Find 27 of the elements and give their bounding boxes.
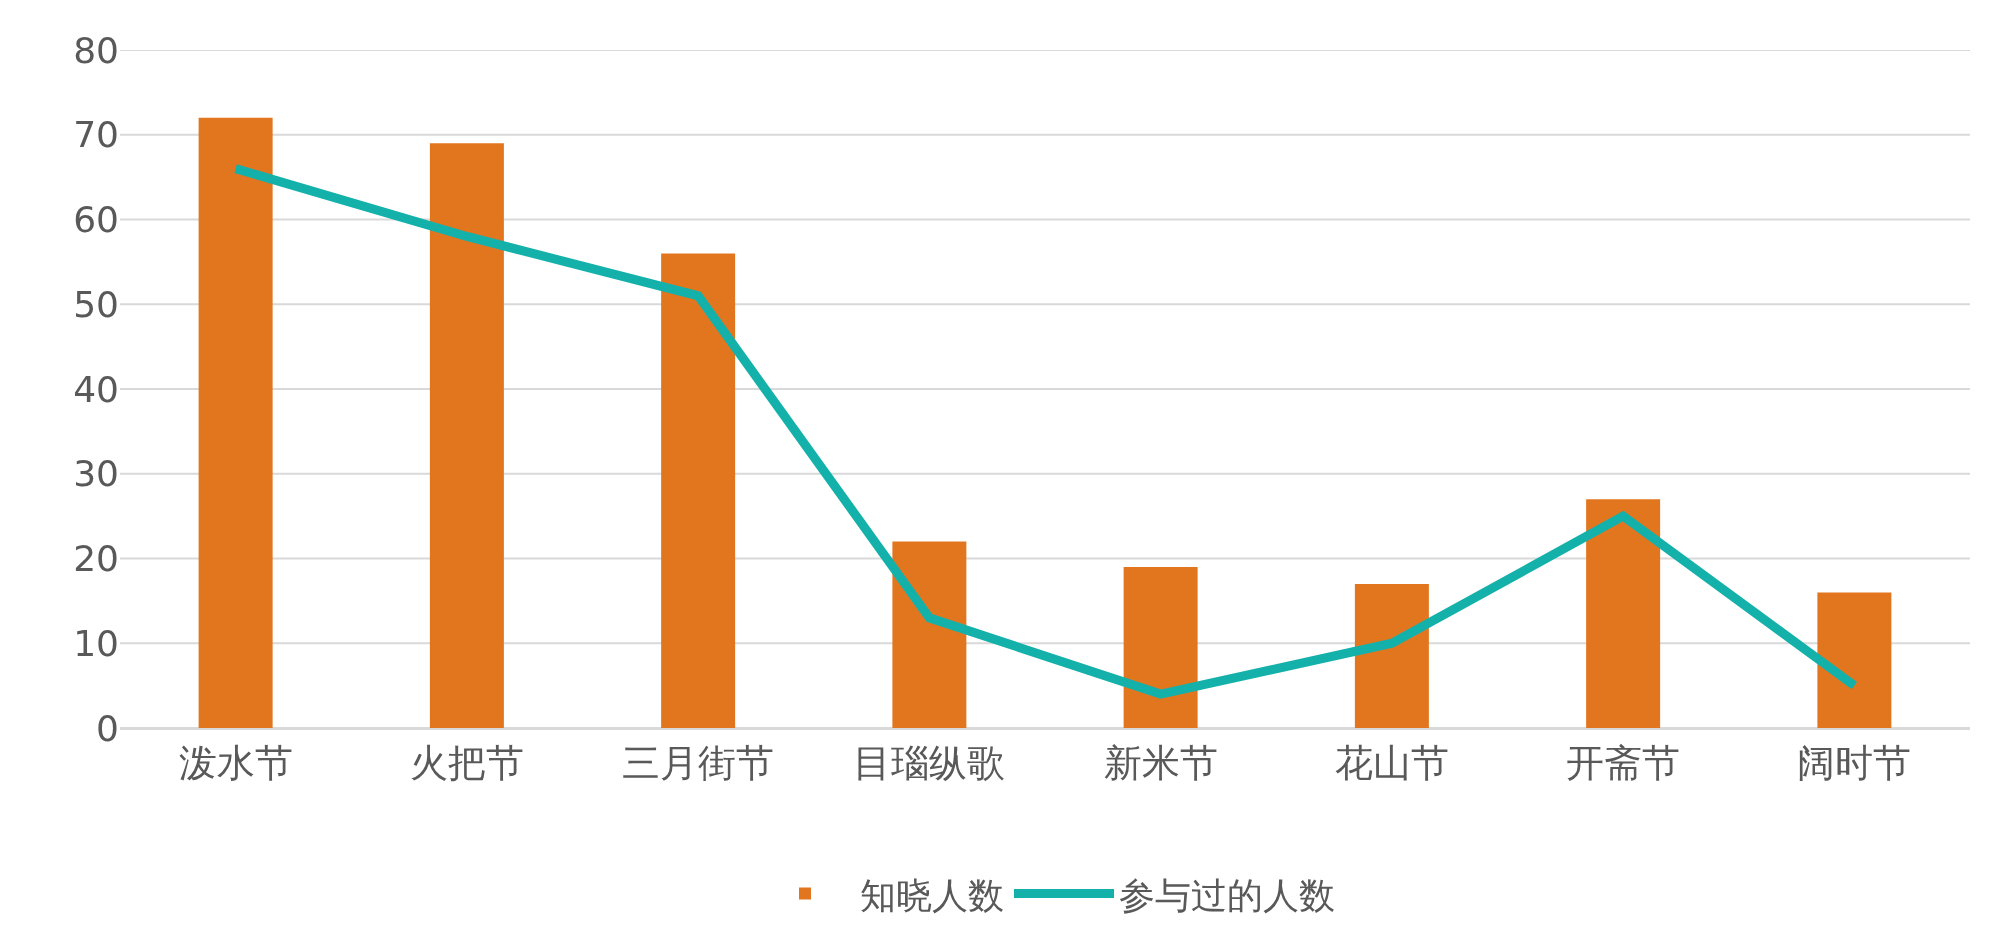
x-tick-label: 开斋节 xyxy=(1566,740,1681,785)
bar xyxy=(1817,592,1892,728)
x-tick-label: 阔时节 xyxy=(1797,740,1912,785)
x-tick-label: 新米节 xyxy=(1103,740,1218,785)
y-tick-label: 30 xyxy=(73,453,119,495)
y-tick-label: 20 xyxy=(73,538,119,580)
x-tick-label: 目瑙纵歌 xyxy=(853,740,1006,785)
bar xyxy=(1586,499,1661,728)
bar xyxy=(1354,583,1429,728)
y-tick-label: 70 xyxy=(73,114,119,156)
y-tick-label: 10 xyxy=(73,622,119,664)
x-tick-label: 泼水节 xyxy=(178,740,293,785)
bar xyxy=(661,253,736,728)
bar xyxy=(198,117,273,728)
bar xyxy=(892,541,967,728)
bar xyxy=(1123,566,1198,728)
legend-label: 知晓人数 xyxy=(860,874,1004,916)
y-tick-label: 0 xyxy=(96,707,119,749)
x-tick-label: 火把节 xyxy=(409,740,524,785)
y-tick-label: 50 xyxy=(73,283,119,325)
y-tick-label: 40 xyxy=(73,368,119,410)
bar xyxy=(429,143,504,728)
legend-label: 参与过的人数 xyxy=(1119,874,1335,916)
x-tick-label: 花山节 xyxy=(1334,740,1449,785)
y-tick-label: 60 xyxy=(73,199,119,241)
y-tick-label: 80 xyxy=(73,29,119,71)
x-tick-label: 三月街节 xyxy=(622,740,775,785)
